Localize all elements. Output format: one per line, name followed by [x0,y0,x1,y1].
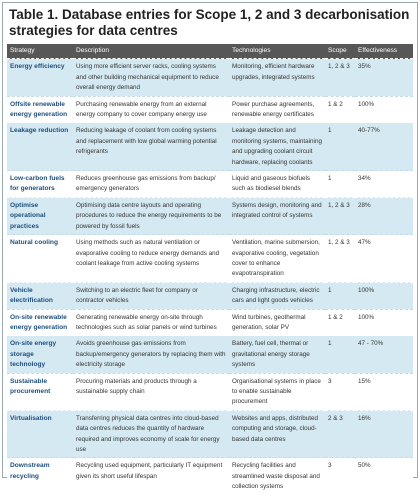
scope-cell: 1 & 2 [325,308,355,336]
effectiveness-cell: 28% [355,196,413,235]
strategy-cell: Offsite renewable energy generation [7,95,73,123]
table-row: On-site energy storage technology Avoids … [7,335,413,374]
description-cell: Using methods such as natural ventilatio… [73,234,229,283]
technologies-cell: Systems design, monitoring and integrate… [229,196,325,235]
effectiveness-cell: 16% [355,409,413,458]
technologies-cell: Wind turbines, geothermal generation, so… [229,308,325,336]
table-row: Downstream recycling Recycling used equip… [7,457,413,495]
table-row: Virtualisation Transferring physical data… [7,409,413,458]
effectiveness-cell: 47% [355,234,413,283]
description-cell: Generating renewable energy on-site thro… [73,308,229,336]
scope-cell: 3 [325,372,355,411]
scope-cell: 3 [325,457,355,495]
effectiveness-cell: 100% [355,281,413,310]
technologies-cell: Organisational systems in place to enabl… [229,372,325,411]
scope-cell: 1 & 2 [325,95,355,123]
strategy-cell: Optimise operational practices [7,196,73,235]
technologies-cell: Recycling facilities and streamlined was… [229,457,325,495]
description-cell: Transferring physical data centres into … [73,409,229,458]
strategy-cell: Downstream recycling [7,457,73,495]
scope-cell: 1 [325,122,355,171]
strategy-cell: Energy efficiency [7,58,73,97]
strategy-cell: Leakage reduction [7,122,73,171]
column-header: Description [73,44,229,59]
strategy-cell: Natural cooling [7,234,73,283]
table-row: Natural cooling Using methods such as nat… [7,234,413,283]
strategy-cell: Sustainable procurement [7,372,73,411]
scope-cell: 1 [325,335,355,374]
table-row: Leakage reduction Reducing leakage of coo… [7,122,413,171]
table-row: On-site renewable energy generation Gener… [7,308,413,336]
description-cell: Recycling used equipment, particularly I… [73,457,229,495]
table-row: Energy efficiency Using more efficient se… [7,58,413,97]
effectiveness-cell: 50% [355,457,413,495]
technologies-cell: Liquid and gaseous biofuels such as biod… [229,170,325,198]
strategy-cell: On-site energy storage technology [7,335,73,374]
strategy-cell: On-site renewable energy generation [7,308,73,336]
description-cell: Procuring materials and products through… [73,372,229,411]
scope-cell: 1 [325,170,355,198]
technologies-cell: Ventilation, marine submersion, evaporat… [229,234,325,283]
table-row: Optimise operational practices Optimising… [7,196,413,235]
scope-cell: 1, 2 & 3 [325,58,355,97]
description-cell: Switching to an electric fleet for compa… [73,281,229,310]
table-row: Low-carbon fuels for generators Reduces g… [7,170,413,198]
description-cell: Reduces greenhouse gas emissions from ba… [73,170,229,198]
description-cell: Purchasing renewable energy from an exte… [73,95,229,123]
strategy-cell: Virtualisation [7,409,73,458]
table-row: Offsite renewable energy generation Purch… [7,95,413,123]
technologies-cell: Monitoring, efficient hardware upgrades,… [229,58,325,97]
description-cell: Avoids greenhouse gas emissions from bac… [73,335,229,374]
scope-cell: 1, 2 & 3 [325,196,355,235]
effectiveness-cell: 100% [355,95,413,123]
strategy-cell: Low-carbon fuels for generators [7,170,73,198]
header-row: Strategy Description Technologies Scope Effe… [7,44,413,59]
technologies-cell: Power purchase agreements, renewable ene… [229,95,325,123]
column-header: Scope [325,44,355,59]
effectiveness-cell: 47 - 70% [355,335,413,374]
column-header: Strategy [7,44,73,59]
effectiveness-cell: 100% [355,308,413,336]
technologies-cell: Charging infrastructure, electric cars a… [229,281,325,310]
strategy-cell: Vehicle electrification [7,281,73,310]
scope-cell: 1, 2 & 3 [325,234,355,283]
effectiveness-cell: 15% [355,372,413,411]
technologies-cell: Battery, fuel cell, thermal or gravitati… [229,335,325,374]
table-row: Sustainable procurement Procuring materia… [7,372,413,411]
technologies-cell: Websites and apps, distributed computing… [229,409,325,458]
effectiveness-cell: 34% [355,170,413,198]
description-cell: Optimising data centre layouts and opera… [73,196,229,235]
column-header: Effectiveness [355,44,413,59]
table-body: Energy efficiency Using more efficient se… [7,58,413,495]
technologies-cell: Leakage detection and monitoring systems… [229,122,325,171]
effectiveness-cell: 40-77% [355,122,413,171]
description-cell: Using more efficient server racks, cooli… [73,58,229,97]
scope-cell: 1 [325,281,355,310]
effectiveness-cell: 35% [355,58,413,97]
description-cell: Reducing leakage of coolant from cooling… [73,122,229,171]
column-header: Technologies [229,44,325,59]
table-title: Table 1. Database entries for Scope 1, 2… [9,7,410,38]
table-row: Vehicle electrification Switching to an e… [7,281,413,310]
table: Strategy Description Technologies Scope Effe… [7,44,413,495]
scope-cell: 2 & 3 [325,409,355,458]
